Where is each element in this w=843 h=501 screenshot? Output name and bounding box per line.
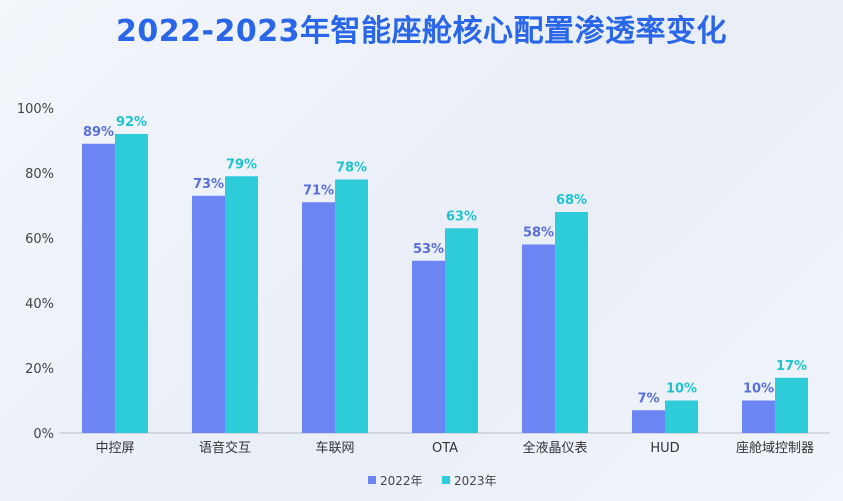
bar-series-1 xyxy=(742,400,775,433)
chart-title: 2022-2023年智能座舱核心配置渗透率变化 xyxy=(116,14,727,49)
x-tick-label: 车联网 xyxy=(315,440,354,456)
bar-series-1 xyxy=(412,260,445,433)
y-tick-label: 60% xyxy=(25,232,54,247)
legend-label: 2023年 xyxy=(454,474,497,488)
bar-series-2 xyxy=(115,134,148,433)
bar-series-1 xyxy=(82,143,115,433)
data-label: 58% xyxy=(523,226,554,241)
y-tick-label: 20% xyxy=(25,362,54,377)
x-tick-label: 语音交互 xyxy=(199,440,251,456)
data-label: 73% xyxy=(193,177,224,192)
bar-series-1 xyxy=(632,410,665,433)
legend-swatch xyxy=(368,476,376,484)
data-label: 89% xyxy=(83,125,114,140)
bar-series-1 xyxy=(522,244,555,433)
y-tick-label: 0% xyxy=(33,427,54,442)
bar-series-2 xyxy=(775,377,808,433)
y-tick-label: 40% xyxy=(25,297,54,312)
data-label: 63% xyxy=(446,209,477,224)
data-label: 68% xyxy=(556,193,587,208)
x-tick-label: 座舱域控制器 xyxy=(736,441,814,456)
data-label: 71% xyxy=(303,183,334,198)
bar-series-2 xyxy=(665,400,698,433)
data-label: 79% xyxy=(226,157,257,172)
data-label: 10% xyxy=(666,382,697,397)
bar-series-2 xyxy=(335,179,368,433)
x-tick-label: HUD xyxy=(650,441,679,456)
y-tick-label: 100% xyxy=(17,102,54,117)
legend-swatch xyxy=(442,476,450,484)
bar-series-1 xyxy=(192,195,225,433)
bar-series-2 xyxy=(445,228,478,433)
bar-series-2 xyxy=(225,176,258,433)
x-tick-label: 全液晶仪表 xyxy=(522,440,587,456)
x-tick-label: 中控屏 xyxy=(95,441,134,456)
data-label: 10% xyxy=(743,382,774,397)
bar-series-2 xyxy=(555,212,588,433)
legend-label: 2022年 xyxy=(380,474,423,488)
x-tick-label: OTA xyxy=(432,441,458,456)
data-label: 78% xyxy=(336,161,367,176)
data-label: 17% xyxy=(776,359,807,374)
data-label: 92% xyxy=(116,115,147,130)
data-label: 53% xyxy=(413,242,444,257)
bar-series-1 xyxy=(302,202,335,433)
y-tick-label: 80% xyxy=(25,167,54,182)
data-label: 7% xyxy=(637,391,659,406)
